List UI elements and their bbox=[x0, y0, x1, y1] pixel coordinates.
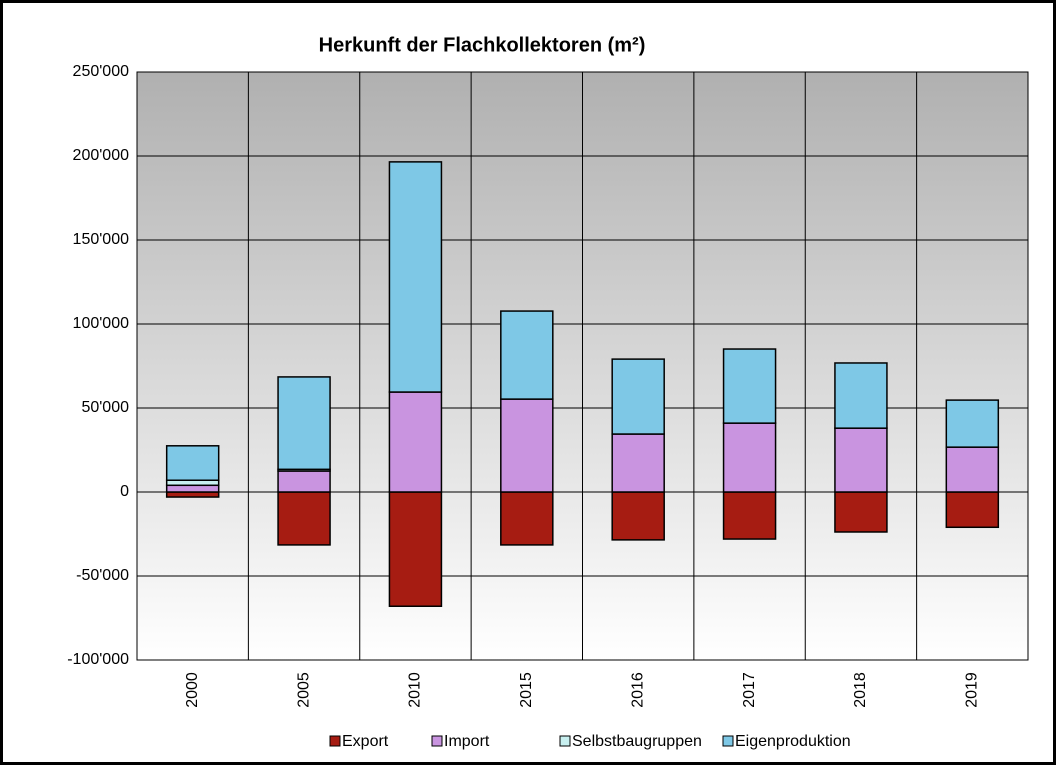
x-tick-label: 2017 bbox=[741, 672, 758, 708]
x-tick-label: 2005 bbox=[295, 672, 312, 708]
legend-label: Eigenproduktion bbox=[735, 733, 851, 750]
bar-segment bbox=[388, 161, 443, 393]
bar-segment bbox=[834, 362, 888, 429]
legend-swatch bbox=[329, 735, 341, 747]
legend-swatch bbox=[722, 735, 734, 747]
y-tick-label: 150'000 bbox=[73, 231, 130, 248]
bar-segment bbox=[388, 491, 443, 607]
bar-segment bbox=[165, 479, 220, 487]
legend-swatch bbox=[431, 735, 443, 747]
x-tick-label: 2019 bbox=[964, 672, 981, 708]
bar-segment bbox=[834, 427, 888, 493]
bar-segment bbox=[611, 491, 665, 541]
bar-segment bbox=[165, 445, 220, 481]
bar-segment bbox=[611, 433, 665, 493]
x-tick-label: 2000 bbox=[184, 672, 201, 708]
bar-segment bbox=[277, 470, 331, 493]
bar-segment bbox=[277, 376, 331, 471]
legend-swatch bbox=[559, 735, 571, 747]
legend-label: Selbstbaugruppen bbox=[572, 733, 702, 750]
y-tick-label: 100'000 bbox=[73, 315, 130, 332]
x-tick-label: 2015 bbox=[518, 672, 535, 708]
bar-segment bbox=[945, 446, 1000, 493]
bar-segment bbox=[722, 422, 777, 493]
bar-segment bbox=[500, 398, 554, 493]
bar-segment bbox=[611, 358, 665, 435]
bar-segment bbox=[388, 391, 443, 493]
x-tick-label: 2018 bbox=[852, 672, 869, 708]
bar-segment bbox=[834, 491, 888, 533]
legend-label: Export bbox=[342, 733, 389, 750]
x-tick-label: 2016 bbox=[629, 672, 646, 708]
y-tick-label: 200'000 bbox=[73, 147, 130, 164]
bar-segment bbox=[945, 491, 1000, 529]
bar-segment bbox=[945, 399, 1000, 448]
bar-segment bbox=[500, 491, 554, 546]
y-tick-label: 50'000 bbox=[81, 399, 129, 416]
x-tick-label: 2010 bbox=[407, 672, 424, 708]
bar-segment bbox=[165, 484, 220, 493]
bar-segment bbox=[500, 310, 554, 400]
bar-segment bbox=[277, 491, 331, 546]
y-tick-label: -100'000 bbox=[67, 651, 129, 668]
bar-segment bbox=[722, 348, 777, 424]
y-tick-label: 0 bbox=[120, 483, 129, 500]
bar-segment bbox=[722, 491, 777, 540]
bar-segment bbox=[165, 491, 220, 498]
y-tick-label: -50'000 bbox=[76, 567, 129, 584]
chart-title: Herkunft der Flachkollektoren (m²) bbox=[319, 34, 646, 56]
legend-label: Import bbox=[444, 733, 490, 750]
y-tick-label: 250'000 bbox=[73, 63, 130, 80]
